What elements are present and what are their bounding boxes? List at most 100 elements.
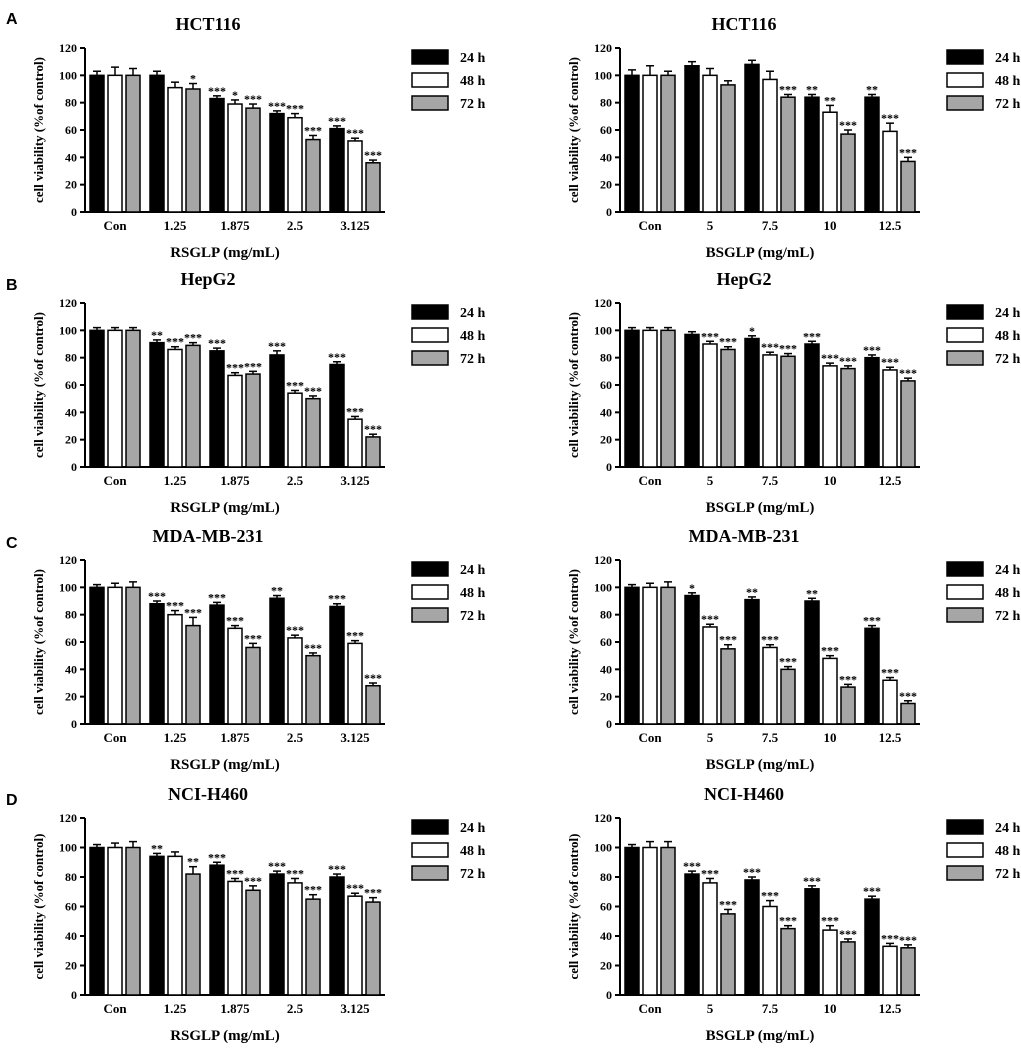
y-tick-label: 120: [59, 41, 77, 55]
y-tick-label: 20: [65, 690, 77, 704]
y-axis-label: cell viability (%of control): [566, 569, 581, 715]
chart-title: NCI-H460: [704, 784, 784, 804]
bar-24h-10: [804, 96, 820, 213]
bar-48h-1.25: [167, 613, 183, 725]
y-tick-label: 80: [65, 351, 77, 365]
y-tick-label: 100: [59, 580, 77, 594]
y-tick-label: 80: [600, 608, 612, 622]
bar-24h-7.5: [744, 879, 760, 996]
legend-swatch-72h: [946, 865, 984, 881]
y-tick-label: 60: [65, 900, 77, 914]
x-tick-label: 1.875: [220, 473, 250, 488]
significance-marker: ***: [881, 355, 899, 369]
bar-72h-5: [720, 648, 736, 725]
x-tick-label: 10: [824, 1001, 837, 1016]
y-tick-label: 100: [594, 323, 612, 337]
x-tick-label: 2.5: [287, 473, 304, 488]
significance-marker: ***: [761, 340, 779, 354]
significance-marker: ***: [166, 335, 184, 349]
y-tick-label: 80: [65, 96, 77, 110]
x-tick-label: Con: [103, 473, 127, 488]
y-tick-label: 60: [600, 635, 612, 649]
bar-24h-2.5: [269, 597, 285, 725]
y-tick-label: 80: [600, 870, 612, 884]
y-tick-label: 40: [65, 662, 77, 676]
bar-72h-5: [720, 84, 736, 213]
y-tick-label: 20: [600, 959, 612, 973]
legend-label: 72 h: [460, 97, 486, 112]
significance-marker: ***: [286, 866, 304, 880]
y-tick-label: 40: [65, 929, 77, 943]
legend-label: 24 h: [995, 563, 1021, 578]
bar-72h-10: [840, 367, 856, 468]
significance-marker: ***: [346, 881, 364, 895]
significance-marker: ***: [839, 118, 857, 132]
x-tick-label: 5: [707, 730, 714, 745]
x-axis-label: RSGLP (mg/mL): [170, 1028, 280, 1044]
x-tick-label: 1.25: [164, 473, 187, 488]
significance-marker: ***: [268, 339, 286, 353]
bar-24h-1.25: [149, 341, 165, 468]
bar-48h-12.5: [882, 369, 898, 468]
significance-marker: ***: [881, 666, 899, 680]
x-tick-label: 3.125: [340, 1001, 370, 1016]
y-tick-label: 120: [594, 296, 612, 310]
significance-marker: **: [824, 93, 836, 107]
bar-24h-3.125: [329, 876, 345, 996]
y-tick-label: 40: [600, 929, 612, 943]
y-tick-label: 120: [59, 811, 77, 825]
y-tick-label: 120: [594, 553, 612, 567]
significance-marker: ***: [166, 599, 184, 613]
legend-label: 72 h: [460, 609, 486, 624]
bar-72h-10: [840, 133, 856, 213]
significance-marker: ***: [719, 335, 737, 349]
significance-marker: ***: [346, 404, 364, 418]
y-tick-label: 100: [59, 68, 77, 82]
significance-marker: ***: [148, 589, 166, 603]
significance-marker: ***: [346, 629, 364, 643]
bar-72h-1.25: [185, 624, 201, 725]
significance-marker: ***: [364, 422, 382, 436]
legend-swatch-48h: [411, 842, 449, 858]
bar-72h-1.25: [185, 873, 201, 996]
legend-swatch-24h: [411, 819, 449, 835]
bar-48h-10: [822, 929, 838, 996]
y-tick-label: 100: [59, 323, 77, 337]
bar-72h-2.5: [305, 898, 321, 996]
significance-marker: ***: [244, 359, 262, 373]
significance-marker: ***: [899, 366, 917, 380]
significance-marker: ***: [719, 897, 737, 911]
legend-label: 24 h: [460, 51, 486, 66]
significance-marker: ***: [304, 384, 322, 398]
legend-swatch-24h: [411, 49, 449, 65]
x-tick-label: 10: [824, 218, 837, 233]
x-tick-label: 2.5: [287, 218, 304, 233]
panel-letter-c: C: [6, 535, 18, 552]
bar-48h-3.125: [347, 418, 363, 468]
significance-marker: **: [187, 855, 199, 869]
chart-title: MDA-MB-231: [689, 526, 800, 546]
x-tick-label: Con: [103, 730, 127, 745]
bar-48h-1.875: [227, 103, 243, 213]
bar-72h-Con: [660, 846, 676, 996]
x-tick-label: 5: [707, 1001, 714, 1016]
significance-marker: ***: [226, 866, 244, 880]
significance-marker: ***: [701, 329, 719, 343]
significance-marker: ***: [839, 672, 857, 686]
y-tick-label: 20: [65, 178, 77, 192]
significance-marker: ***: [244, 92, 262, 106]
bar-24h-1.875: [209, 864, 225, 996]
significance-marker: ***: [863, 614, 881, 628]
legend-label: 72 h: [995, 609, 1021, 624]
legend-swatch-72h: [946, 95, 984, 111]
significance-marker: ***: [839, 927, 857, 941]
significance-marker: ***: [779, 342, 797, 356]
significance-marker: ***: [779, 914, 797, 928]
bar-48h-3.125: [347, 895, 363, 996]
bar-48h-Con: [107, 586, 123, 725]
bar-24h-12.5: [864, 356, 880, 468]
bar-48h-1.875: [227, 374, 243, 468]
bar-72h-7.5: [780, 355, 796, 468]
